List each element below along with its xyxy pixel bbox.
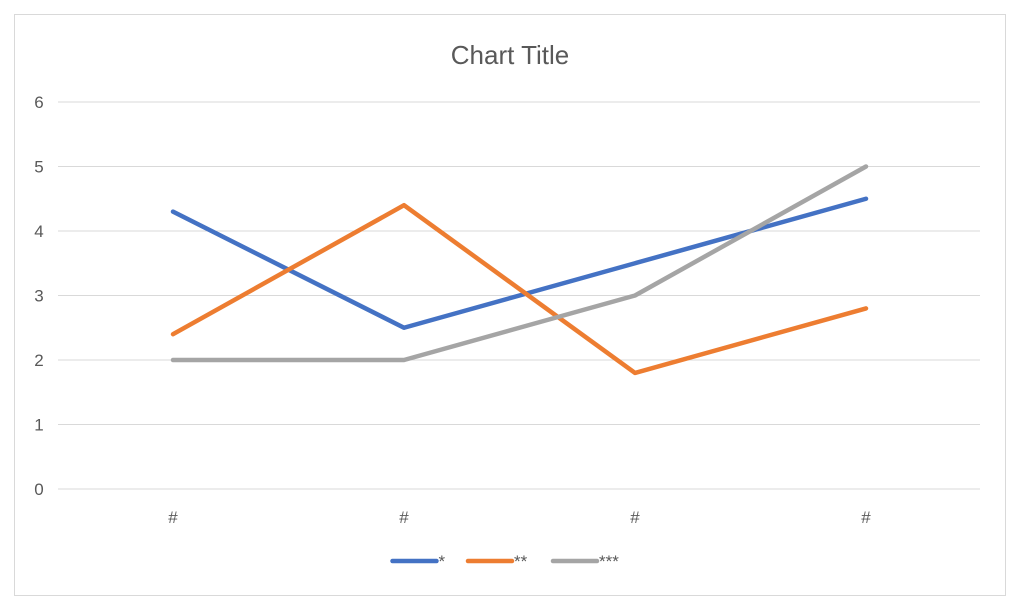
legend: * ** ***: [390, 552, 619, 571]
legend-item-3: ***: [550, 552, 619, 571]
y-tick-label: 4: [34, 222, 43, 241]
x-tick-label: #: [399, 508, 409, 527]
chart-title: Chart Title: [451, 40, 570, 70]
x-tick-label: #: [630, 508, 640, 527]
y-axis-ticks: 0 1 2 3 4 5 6: [34, 93, 43, 499]
legend-label: **: [514, 552, 528, 571]
y-tick-label: 0: [34, 480, 43, 499]
y-tick-label: 3: [34, 287, 43, 306]
x-tick-label: #: [861, 508, 871, 527]
series-line-3: [170, 164, 869, 363]
series-lines: [170, 164, 869, 376]
series-line-2: [170, 202, 869, 376]
y-tick-label: 2: [34, 351, 43, 370]
legend-item-2: **: [465, 552, 528, 571]
y-tick-label: 5: [34, 158, 43, 177]
x-axis-ticks: # # # #: [168, 508, 871, 527]
series-line-1: [170, 196, 869, 330]
y-tick-label: 1: [34, 416, 43, 435]
legend-label: ***: [599, 552, 619, 571]
legend-item-1: *: [390, 552, 446, 571]
y-tick-label: 6: [34, 93, 43, 112]
x-tick-label: #: [168, 508, 178, 527]
chart-area: [14, 14, 1006, 596]
legend-label: *: [439, 552, 446, 571]
